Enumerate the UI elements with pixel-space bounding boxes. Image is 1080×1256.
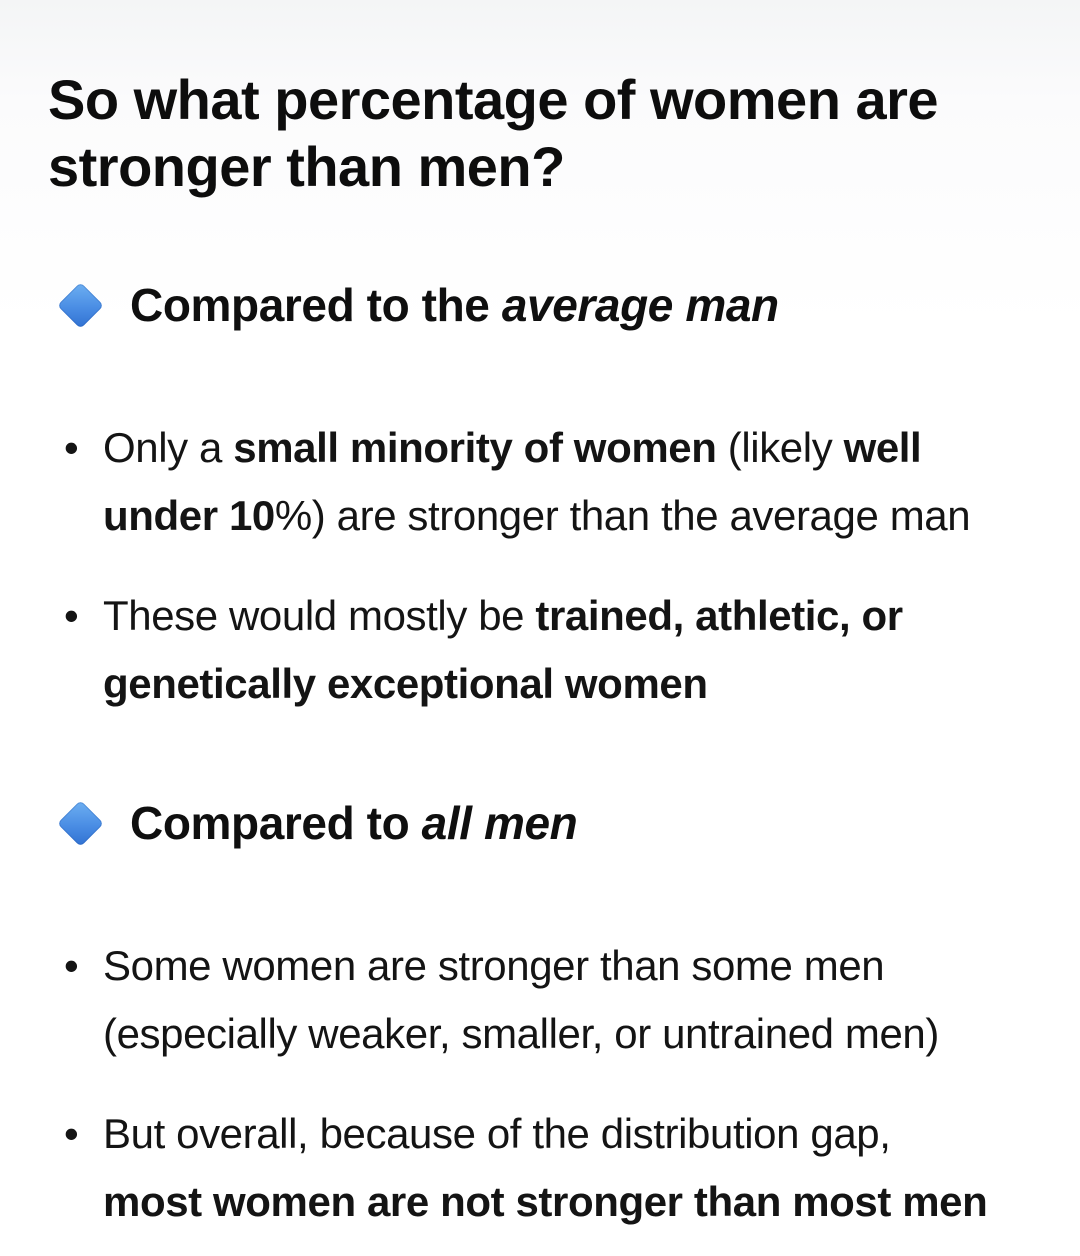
bullet-line: These would mostly be trained, athletic,… bbox=[103, 582, 1032, 650]
bullet-text-bold: trained, athletic, or bbox=[535, 592, 903, 639]
bullet-line: But overall, because of the distribution… bbox=[103, 1100, 1032, 1168]
bullet-line: under 10%) are stronger than the average… bbox=[103, 482, 1032, 550]
page-title: So what percentage of women are stronger … bbox=[48, 66, 1032, 200]
bullet-text-bold: genetically exceptional women bbox=[103, 660, 708, 707]
bullet-line: (especially weaker, smaller, or untraine… bbox=[103, 1000, 1032, 1068]
bullet-text-bold: most women are not stronger than most me… bbox=[103, 1178, 988, 1225]
bullet-line: genetically exceptional women bbox=[103, 650, 1032, 718]
section-heading-prefix: Compared to the bbox=[130, 279, 502, 331]
section-heading-prefix: Compared to bbox=[130, 797, 422, 849]
bullet-list-all-men: Some women are stronger than some men (e… bbox=[48, 932, 1032, 1236]
section-heading-text: Compared to the average man bbox=[130, 276, 779, 334]
bullet-text-bold: well bbox=[843, 424, 922, 471]
bullet-text: Some women are stronger than some men bbox=[103, 942, 885, 989]
section-heading-emphasis: all men bbox=[421, 797, 578, 849]
bullet-text: %) are stronger than the average man bbox=[274, 492, 971, 539]
list-item: Only a small minority of women (likely w… bbox=[48, 414, 1032, 550]
bullet-text: These would mostly be bbox=[103, 592, 536, 639]
blue-diamond-icon-shape bbox=[56, 799, 104, 847]
blue-diamond-icon bbox=[56, 281, 104, 329]
blue-diamond-icon-shape bbox=[56, 281, 104, 329]
bullet-text-bold: under 10 bbox=[103, 492, 275, 539]
section-heading-text: Compared to all men bbox=[130, 794, 578, 852]
bullet-line: Only a small minority of women (likely w… bbox=[103, 414, 1032, 482]
list-item: Some women are stronger than some men (e… bbox=[48, 932, 1032, 1068]
section-heading-emphasis: average man bbox=[501, 279, 779, 331]
bullet-line: most women are not stronger than most me… bbox=[103, 1168, 1032, 1236]
page-title-line: So what percentage of women are bbox=[48, 68, 939, 131]
section-heading-average-man: Compared to the average man bbox=[56, 276, 1032, 334]
bullet-list-average-man: Only a small minority of women (likely w… bbox=[48, 414, 1032, 718]
bullet-text: But overall, because of the distribution… bbox=[103, 1110, 891, 1157]
blue-diamond-icon bbox=[56, 799, 104, 847]
bullet-text: (especially weaker, smaller, or untraine… bbox=[103, 1010, 939, 1057]
bullet-text-bold: small minority of women bbox=[233, 424, 717, 471]
bullet-line: Some women are stronger than some men bbox=[103, 932, 1032, 1000]
page-title-line: stronger than men? bbox=[48, 135, 565, 198]
list-item: These would mostly be trained, athletic,… bbox=[48, 582, 1032, 718]
section-heading-all-men: Compared to all men bbox=[56, 794, 1032, 852]
bullet-text: Only a bbox=[103, 424, 234, 471]
bullet-text: (likely bbox=[716, 424, 844, 471]
list-item: But overall, because of the distribution… bbox=[48, 1100, 1032, 1236]
